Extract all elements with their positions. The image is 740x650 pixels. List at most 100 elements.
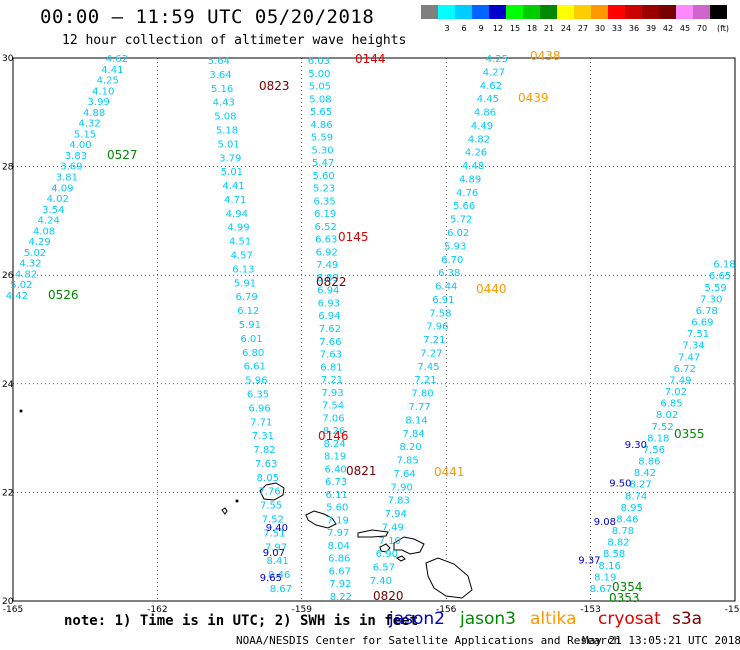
lat-tick-label: 30: [2, 54, 14, 64]
swh-value: 8.58: [603, 549, 625, 560]
swh-value: 4.82: [468, 134, 490, 145]
swh-value: 5.91: [234, 278, 256, 289]
lat-tick-label: 22: [2, 488, 13, 498]
swh-value: 9.40: [266, 523, 288, 534]
swh-value: 8.46: [616, 514, 638, 525]
swh-value: 4.76: [456, 188, 478, 199]
lon-tick-label: -150: [725, 605, 740, 615]
swh-value: 5.01: [218, 139, 240, 150]
swh-value: 7.77: [408, 402, 430, 413]
swh-value: 5.60: [326, 503, 348, 514]
color-scale-swatch: [506, 5, 523, 19]
swh-value: 6.94: [318, 311, 340, 322]
swh-value: 4.42: [6, 291, 28, 302]
swh-value: 5.08: [309, 94, 331, 105]
color-scale-swatch: [659, 5, 676, 19]
swh-value: 8.04: [328, 541, 350, 552]
swh-value: 5.16: [211, 84, 233, 95]
swh-value: 5.66: [453, 201, 475, 212]
swh-value: 7.49: [669, 375, 691, 386]
map-axis-ticks: -165 -162 -159 -156 -153 -150 30 28 26 24 22 20: [2, 54, 740, 615]
satellite-legend-jason2: jason2: [389, 609, 445, 629]
swh-value: 8.78: [612, 526, 634, 537]
satellite-legend-jason3: jason3: [460, 609, 516, 629]
swh-value: 4.94: [226, 209, 248, 220]
island-kauai: [259, 482, 285, 501]
color-scale-tick-label: 3: [444, 24, 450, 33]
swh-value: 6.13: [232, 264, 254, 275]
swh-value: 5.65: [310, 107, 332, 118]
swh-value: 4.45: [477, 94, 499, 105]
lon-tick-label: -162: [147, 605, 167, 615]
swh-value: 6.44: [435, 282, 457, 293]
satellite-legend-cryosat: cryosat: [598, 609, 661, 629]
color-scale-swatch: [438, 5, 455, 19]
swh-value: 6.57: [373, 563, 395, 574]
swh-value: 6.90: [376, 549, 398, 560]
swh-value: 4.41: [222, 181, 244, 192]
swh-value: 4.43: [213, 98, 235, 109]
pass-time-label: 0527: [107, 148, 138, 162]
track-t4: 4.25 4.27 4.62 4.45 4.86 4.49 4.82 4.26 4.48 4.89…: [370, 54, 508, 587]
color-scale-swatch: [489, 5, 506, 19]
pass-time-label: 0354: [612, 580, 643, 594]
satellite-legend-s3a: s3a: [672, 609, 703, 629]
swh-value: 6.19: [314, 209, 336, 220]
track-t2b: 9.40 9.07 9.65: [260, 523, 288, 584]
swh-value: 7.85: [397, 456, 419, 467]
swh-value: 7.21: [423, 335, 445, 346]
pass-time-label: 0353: [609, 591, 640, 605]
swh-value: 6.12: [237, 306, 259, 317]
swh-value: 4.24: [38, 216, 60, 227]
footer-note: note: 1) Time is in UTC; 2) SWH is in fe…: [64, 613, 419, 629]
pass-time-label: 0820: [373, 589, 404, 603]
swh-value: 5.72: [450, 215, 472, 226]
swh-value: 8.22: [330, 592, 352, 603]
swh-value: 7.49: [316, 260, 338, 271]
swh-value: 6.18: [713, 260, 735, 271]
color-scale-unit: (ft): [717, 24, 730, 33]
swh-value: 7.19: [327, 515, 349, 526]
swh-value: 4.51: [229, 237, 251, 248]
swh-value: 7.76: [258, 487, 280, 498]
swh-value: 9.50: [609, 479, 631, 490]
swh-value: 6.35: [247, 389, 269, 400]
color-scale-tick-label: 12: [492, 24, 504, 33]
lon-tick-label: -153: [580, 605, 600, 615]
map-graticule: [13, 58, 735, 601]
swh-value: 9.07: [263, 548, 285, 559]
swh-value: 6.79: [235, 292, 257, 303]
swh-value: 6.63: [315, 235, 337, 246]
swh-value: 7.84: [402, 429, 424, 440]
swh-value: 6.92: [316, 247, 338, 258]
swh-value: 7.10: [379, 536, 401, 547]
map-frame: [12, 57, 736, 602]
swh-value: 7.27: [420, 348, 442, 359]
swh-value: 8.67: [270, 584, 292, 595]
swh-value: 3.83: [65, 151, 87, 162]
island-lanai: [379, 543, 391, 553]
swh-value: 6.85: [660, 399, 682, 410]
swh-value: 7.21: [414, 375, 436, 386]
pass-labels: 0823 0144 0438 0439 0527 0145 0822 0440 0526 0146…: [48, 49, 705, 605]
swh-value: 6.80: [242, 348, 264, 359]
swh-value: 3.99: [88, 97, 110, 108]
lat-tick-label: 26: [2, 271, 14, 281]
swh-value: 3.54: [42, 205, 64, 216]
color-scale-tick-label: 24: [560, 24, 572, 33]
swh-value: 5.23: [313, 184, 335, 195]
swh-value: 4.86: [474, 108, 496, 119]
lon-tick-label: -156: [436, 605, 457, 615]
swh-value: 8.19: [324, 452, 346, 463]
swh-value: 6.78: [696, 306, 718, 317]
swh-value: 7.56: [643, 445, 665, 456]
swh-value: 3.64: [209, 70, 231, 81]
swh-value: 4.99: [227, 223, 249, 234]
swh-value: 7.90: [391, 482, 413, 493]
swh-value: 8.67: [590, 584, 612, 595]
swh-value: 5.00: [308, 69, 330, 80]
color-scale-swatch: [608, 5, 625, 19]
swh-value: 6.86: [328, 554, 350, 565]
color-scale-tick-label: 6: [461, 24, 467, 33]
swh-value: 7.55: [260, 501, 282, 512]
